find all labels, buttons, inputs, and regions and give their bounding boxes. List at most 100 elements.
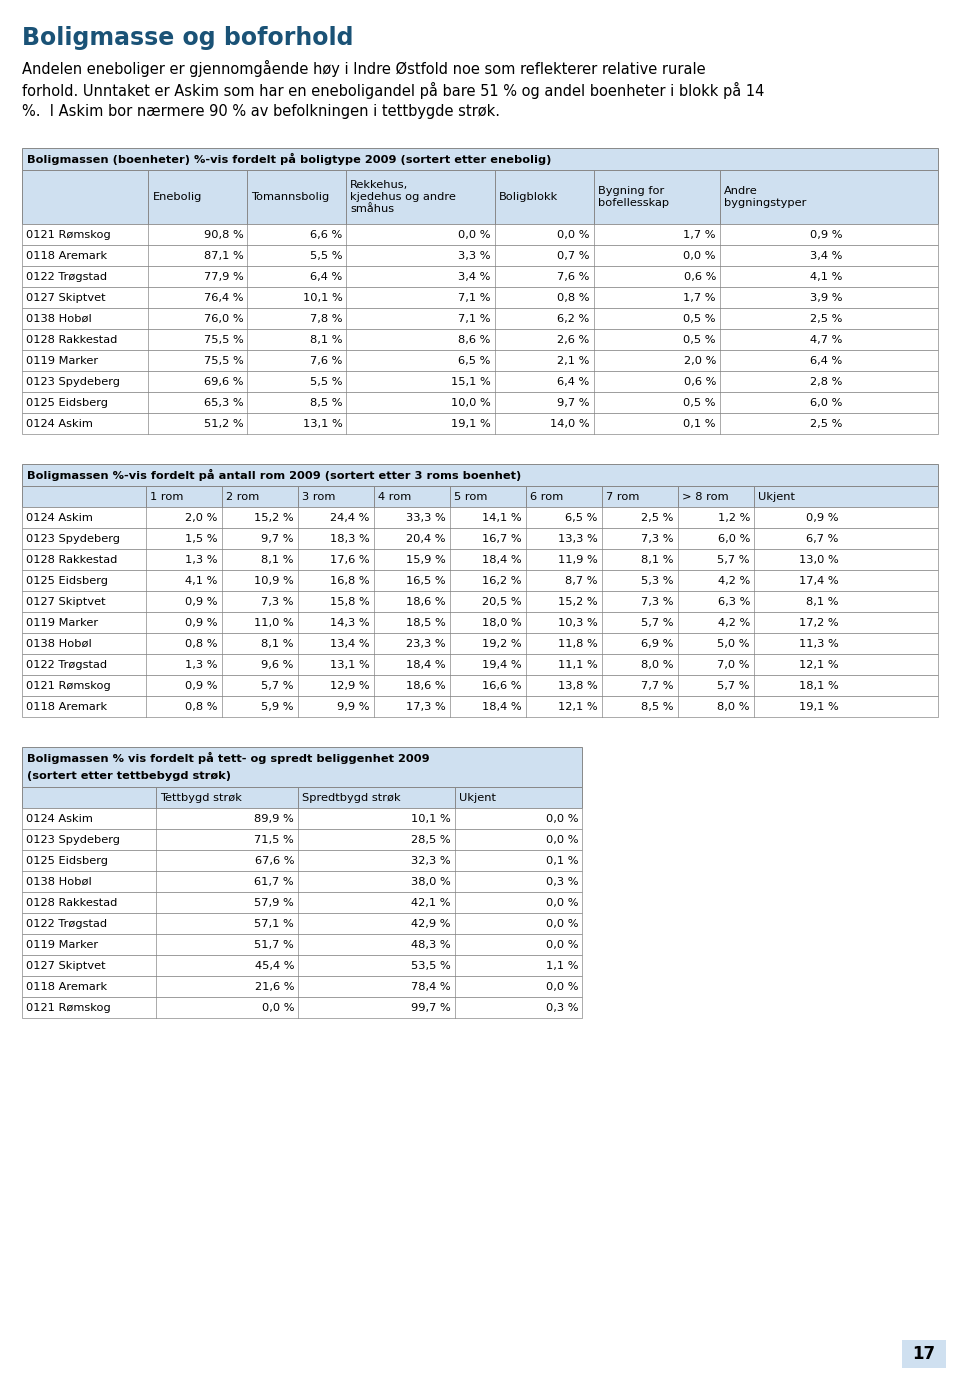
Text: Tomannsbolig: Tomannsbolig: [252, 192, 329, 203]
Text: Enebolig: Enebolig: [153, 192, 202, 203]
Text: 4,7 %: 4,7 %: [810, 335, 843, 344]
Text: 0123 Spydeberg: 0123 Spydeberg: [26, 376, 120, 386]
Bar: [22, 464, 938, 486]
Text: 7,1 %: 7,1 %: [458, 314, 491, 323]
Text: 10,3 %: 10,3 %: [558, 618, 598, 627]
Text: 5,7 %: 5,7 %: [717, 680, 750, 690]
Bar: [22, 747, 582, 787]
Text: 15,1 %: 15,1 %: [451, 376, 491, 386]
Bar: [22, 570, 938, 591]
Text: 0,1 %: 0,1 %: [684, 419, 716, 429]
Text: 2,8 %: 2,8 %: [810, 376, 843, 386]
Text: 33,3 %: 33,3 %: [406, 512, 445, 522]
Bar: [22, 329, 938, 350]
Text: 2 rom: 2 rom: [226, 491, 259, 501]
Text: 5,0 %: 5,0 %: [717, 638, 750, 648]
Text: 17: 17: [912, 1345, 936, 1363]
Text: 17,3 %: 17,3 %: [406, 701, 445, 712]
Bar: [22, 350, 938, 371]
Text: 0119 Marker: 0119 Marker: [26, 940, 98, 949]
Text: 0138 Hobøl: 0138 Hobøl: [26, 876, 92, 887]
Text: 7,0 %: 7,0 %: [717, 659, 750, 669]
Text: 8,1 %: 8,1 %: [310, 335, 343, 344]
Text: 0,5 %: 0,5 %: [684, 335, 716, 344]
Text: 0121 Rømskog: 0121 Rømskog: [26, 229, 110, 240]
Text: 0121 Rømskog: 0121 Rømskog: [26, 1002, 110, 1012]
Text: 16,7 %: 16,7 %: [482, 533, 522, 544]
Text: Boligblokk: Boligblokk: [498, 192, 558, 203]
Text: 76,4 %: 76,4 %: [204, 293, 243, 303]
Text: 8,1 %: 8,1 %: [261, 554, 294, 565]
Text: 6,3 %: 6,3 %: [717, 597, 750, 607]
Bar: [22, 371, 938, 391]
Bar: [22, 223, 938, 246]
Text: 13,1 %: 13,1 %: [302, 419, 343, 429]
Text: 2,5 %: 2,5 %: [810, 314, 843, 323]
Bar: [22, 507, 938, 527]
Text: 3,4 %: 3,4 %: [810, 250, 843, 261]
Text: 0124 Askim: 0124 Askim: [26, 419, 93, 429]
Text: 13,4 %: 13,4 %: [330, 638, 370, 648]
Text: 0119 Marker: 0119 Marker: [26, 618, 98, 627]
Text: 9,7 %: 9,7 %: [557, 397, 589, 408]
Text: 17,4 %: 17,4 %: [799, 576, 839, 586]
Text: 15,2 %: 15,2 %: [254, 512, 294, 522]
Text: 71,5 %: 71,5 %: [254, 834, 294, 844]
Text: 3,9 %: 3,9 %: [810, 293, 843, 303]
Text: 16,6 %: 16,6 %: [482, 680, 522, 690]
Text: 57,9 %: 57,9 %: [254, 898, 294, 908]
Text: 1,3 %: 1,3 %: [185, 554, 218, 565]
Text: 3,3 %: 3,3 %: [458, 250, 491, 261]
Text: 5,3 %: 5,3 %: [641, 576, 674, 586]
Bar: [22, 997, 582, 1017]
Text: 8,0 %: 8,0 %: [717, 701, 750, 712]
Text: 0,8 %: 0,8 %: [557, 293, 589, 303]
Text: 3 rom: 3 rom: [301, 491, 335, 501]
Text: 0122 Trøgstad: 0122 Trøgstad: [26, 919, 108, 929]
Text: 18,5 %: 18,5 %: [406, 618, 445, 627]
Text: 7,1 %: 7,1 %: [458, 293, 491, 303]
Text: 0125 Eidsberg: 0125 Eidsberg: [26, 397, 108, 408]
Text: 76,0 %: 76,0 %: [204, 314, 243, 323]
Text: 2,5 %: 2,5 %: [810, 419, 843, 429]
Text: 0127 Skiptvet: 0127 Skiptvet: [26, 597, 106, 607]
Text: 48,3 %: 48,3 %: [411, 940, 451, 949]
Text: 8,1 %: 8,1 %: [641, 554, 674, 565]
Text: 0,3 %: 0,3 %: [545, 1002, 578, 1012]
Text: 1,7 %: 1,7 %: [684, 293, 716, 303]
Text: 77,9 %: 77,9 %: [204, 272, 243, 282]
Text: 0,6 %: 0,6 %: [684, 376, 716, 386]
Text: Ukjent: Ukjent: [459, 793, 496, 802]
Text: Andre
bygningstyper: Andre bygningstyper: [724, 186, 806, 208]
Text: > 8 rom: > 8 rom: [682, 491, 729, 501]
Text: 90,8 %: 90,8 %: [204, 229, 243, 240]
Text: 11,1 %: 11,1 %: [558, 659, 598, 669]
Text: forhold. Unntaket er Askim som har en eneboligandel på bare 51 % og andel boenhe: forhold. Unntaket er Askim som har en en…: [22, 82, 764, 99]
Bar: [22, 934, 582, 955]
Text: 0,5 %: 0,5 %: [684, 314, 716, 323]
Bar: [22, 955, 582, 976]
Text: 0119 Marker: 0119 Marker: [26, 355, 98, 365]
Text: 2,0 %: 2,0 %: [684, 355, 716, 365]
Text: 11,0 %: 11,0 %: [254, 618, 294, 627]
Text: 1,5 %: 1,5 %: [185, 533, 218, 544]
Text: 18,6 %: 18,6 %: [406, 597, 445, 607]
Text: 0122 Trøgstad: 0122 Trøgstad: [26, 272, 108, 282]
Text: 16,2 %: 16,2 %: [482, 576, 522, 586]
Bar: [22, 675, 938, 695]
Text: 4,2 %: 4,2 %: [718, 618, 750, 627]
Text: 99,7 %: 99,7 %: [411, 1002, 451, 1012]
Text: 61,7 %: 61,7 %: [254, 876, 294, 887]
Bar: [22, 266, 938, 287]
Text: 11,8 %: 11,8 %: [558, 638, 598, 648]
Text: 0,0 %: 0,0 %: [684, 250, 716, 261]
Text: 51,2 %: 51,2 %: [204, 419, 243, 429]
Text: 18,4 %: 18,4 %: [406, 659, 445, 669]
Text: 6,5 %: 6,5 %: [565, 512, 598, 522]
Bar: [22, 169, 938, 223]
Text: 18,4 %: 18,4 %: [482, 554, 522, 565]
Text: Bygning for
bofellesskap: Bygning for bofellesskap: [597, 186, 669, 208]
Text: 6,9 %: 6,9 %: [641, 638, 674, 648]
Text: 6,6 %: 6,6 %: [310, 229, 343, 240]
Text: Tettbygd strøk: Tettbygd strøk: [160, 793, 242, 802]
